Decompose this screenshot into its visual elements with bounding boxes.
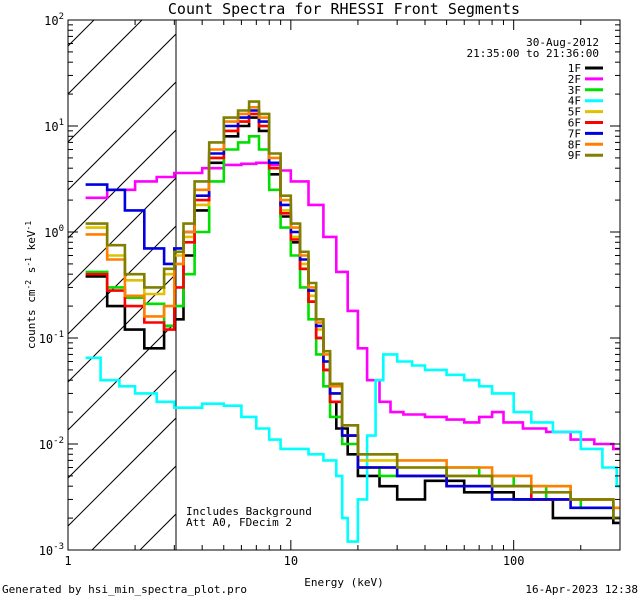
hatch-line	[68, 81, 176, 191]
x-tick-label: 10	[284, 554, 298, 568]
hatch-line	[68, 417, 176, 527]
hatch-line	[68, 20, 143, 95]
series-line-8F	[85, 106, 620, 510]
footer-timestamp: 16-Apr-2023 12:38	[525, 583, 638, 596]
y-tick-label: 10-1	[39, 330, 64, 346]
plot-frame	[67, 19, 621, 551]
legend-label: 5F	[568, 106, 581, 119]
note-background: Includes Background	[186, 505, 312, 518]
series-line-1F	[85, 116, 620, 525]
y-tick-label: 10-2	[39, 436, 64, 452]
y-tick-label: 102	[44, 12, 64, 28]
y-axis-label: counts cm-2 s-1 keV-1	[24, 221, 38, 349]
hatched-region	[0, 20, 176, 550]
x-axis-label: Energy (keV)	[304, 576, 383, 589]
chart-title: Count Spectra for RHESSI Front Segments	[168, 0, 520, 18]
legend-label: 6F	[568, 117, 581, 130]
series-line-4F	[85, 353, 620, 543]
series-line-9F	[85, 100, 620, 520]
legend-label: 8F	[568, 138, 581, 151]
hatch-line	[68, 273, 176, 383]
x-tick-label: 100	[503, 554, 525, 568]
series-line-3F	[85, 135, 620, 520]
x-tick-label: 1	[64, 554, 71, 568]
hatch-line	[139, 513, 176, 550]
hatch-line	[68, 177, 176, 287]
legend-label: 3F	[568, 84, 581, 97]
hatch-line	[68, 20, 95, 47]
series-line-7F	[85, 109, 620, 520]
y-tick-label: 101	[44, 118, 64, 134]
hatch-line	[0, 20, 46, 550]
legend-label: 1F	[568, 62, 581, 75]
note-attenuator: Att A0, FDecim 2	[186, 516, 292, 529]
date-label: 30-Aug-2012	[526, 36, 599, 49]
legend-label: 4F	[568, 95, 581, 108]
footer-generator: Generated by hsi_min_spectra_plot.pro	[2, 583, 248, 596]
legend-label: 2F	[568, 73, 581, 86]
y-tick-label: 100	[44, 224, 64, 240]
series-line-2F	[85, 161, 620, 451]
hatch-line	[68, 33, 176, 143]
time-range-label: 21:35:00 to 21:36:00	[467, 47, 599, 60]
hatch-line	[68, 369, 176, 479]
legend-label: 7F	[568, 127, 581, 140]
legend-label: 9F	[568, 149, 581, 162]
series-line-6F	[85, 112, 620, 520]
hatch-line	[68, 321, 176, 431]
hatch-line	[68, 225, 176, 335]
y-tick-label: 10-3	[39, 542, 64, 558]
